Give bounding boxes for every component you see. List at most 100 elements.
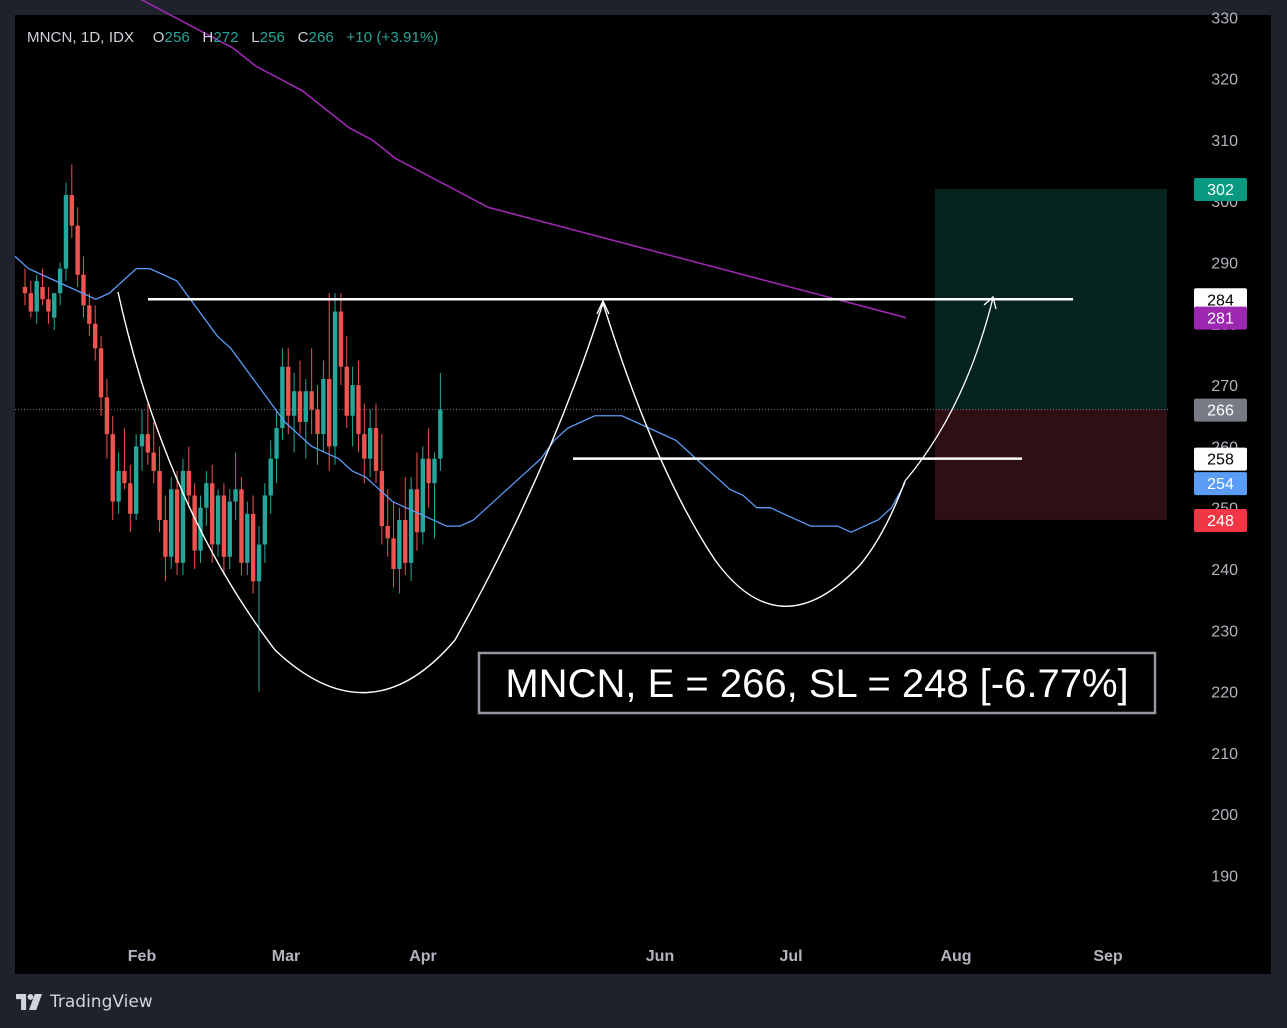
y-tick-label: 270 (1211, 378, 1238, 395)
candle-body (403, 519, 408, 563)
y-tick-label: 310 (1211, 133, 1238, 150)
candle-body (432, 458, 437, 484)
handle-curve[interactable] (602, 302, 906, 607)
candle-body (133, 446, 139, 514)
projection-arrow-head (983, 295, 997, 310)
candle-body (280, 366, 285, 429)
candle-body (157, 470, 162, 520)
candle-body (286, 366, 291, 416)
y-tick-label: 200 (1211, 807, 1238, 824)
y-tick-label: 330 (1211, 10, 1238, 27)
price-label-box (1194, 288, 1247, 312)
legend-symbol: MNCN, 1D, IDX (27, 29, 135, 46)
candle-body (22, 287, 28, 294)
candle-body (40, 287, 45, 300)
legend-high-value: 272 (213, 29, 239, 46)
candle-body (186, 470, 191, 496)
price-label-text: 258 (1207, 452, 1234, 469)
price-label-text: 266 (1207, 403, 1234, 420)
projection-arrow[interactable] (904, 297, 994, 482)
y-tick-label: 210 (1211, 746, 1238, 763)
candle-body (414, 489, 420, 533)
candle-body (256, 544, 262, 582)
y-tick-label: 230 (1211, 623, 1238, 640)
candle-body (303, 391, 308, 422)
candle-body (163, 519, 168, 557)
candle-body (338, 311, 344, 367)
candle-body (128, 483, 133, 514)
time-axis-panel[interactable] (15, 937, 1271, 974)
ma-fast-line (14, 255, 906, 533)
candle-body (309, 391, 314, 410)
x-tick-label: Aug (940, 948, 971, 965)
price-label-text: 254 (1207, 476, 1234, 493)
legend-open-label: O (152, 29, 165, 46)
candle-body (180, 470, 186, 563)
candle-body (344, 366, 349, 416)
legend-high-label: H (202, 29, 214, 46)
candle-body (93, 323, 98, 349)
candle-body (385, 526, 390, 539)
candle-body (28, 293, 34, 312)
candle-body (327, 378, 332, 447)
candle-body (204, 483, 209, 508)
candle-body (356, 385, 361, 435)
legend-close-value: 266 (308, 29, 334, 46)
candle-body (46, 299, 51, 312)
x-tick-label: Jul (779, 948, 802, 965)
x-tick-label: Mar (272, 948, 300, 965)
candle-body (321, 378, 326, 435)
candle-body (332, 311, 338, 447)
symbol-legend: MNCN, 1D, IDX O256 H272 L256 C266 +10 (+… (27, 29, 438, 46)
tradingview-logo-icon (16, 994, 42, 1010)
price-label-box (1194, 447, 1247, 471)
price-label-box (1194, 472, 1247, 496)
candle-body (250, 513, 256, 582)
price-label-text: 281 (1207, 311, 1234, 328)
x-tick-label: Apr (409, 948, 437, 965)
price-label-text: 248 (1207, 513, 1234, 530)
candle-body (233, 489, 238, 502)
legend-change: +10 (+3.91%) (346, 29, 439, 46)
candle-body (151, 452, 156, 471)
ma-slow-line (140, 0, 907, 319)
candle-body (122, 470, 127, 484)
y-tick-label: 290 (1211, 256, 1238, 273)
x-tick-label: Jun (646, 948, 674, 965)
candle-body (221, 495, 227, 557)
cup-curve[interactable] (117, 291, 604, 694)
candle-body (34, 280, 39, 312)
y-tick-label: 220 (1211, 685, 1238, 702)
candle-body (408, 489, 414, 563)
stop-zone (935, 409, 1167, 520)
candle-body (169, 489, 174, 557)
candle-body (239, 489, 244, 563)
annotation-box[interactable] (477, 651, 1157, 715)
candle-body (420, 458, 425, 533)
candle-body (98, 348, 104, 398)
price-label-box (1194, 508, 1247, 532)
candle-body (274, 428, 279, 459)
annotation-text: MNCN, E = 266, SL = 248 [-6.77%] (505, 662, 1128, 706)
legend-low-label: L (251, 29, 260, 46)
candle-body (145, 434, 151, 453)
candle-body (75, 225, 80, 275)
candle-body (174, 489, 180, 563)
candle-body (438, 409, 443, 459)
candle-body (87, 305, 92, 324)
candle-body (297, 391, 303, 422)
y-tick-label: 190 (1211, 869, 1238, 886)
brand-name: TradingView (50, 992, 153, 1012)
candle-body (52, 293, 57, 318)
candle-body (81, 274, 86, 306)
candle-body (397, 519, 402, 569)
tradingview-logo[interactable]: TradingView (16, 990, 153, 1014)
candle-body (210, 483, 215, 545)
cup-arrow-head (596, 299, 610, 315)
candle-body (245, 513, 250, 563)
price-label-box (1194, 398, 1247, 422)
price-label-text: 302 (1207, 182, 1234, 199)
candle-body (63, 195, 69, 269)
price-label-box (1194, 306, 1247, 330)
